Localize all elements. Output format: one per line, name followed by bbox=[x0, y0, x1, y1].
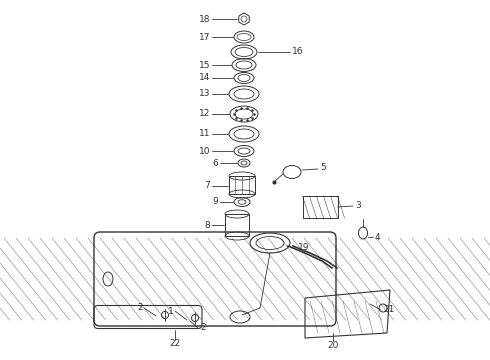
Text: 2: 2 bbox=[137, 303, 143, 312]
Bar bbox=[229, 176, 255, 194]
Text: 19: 19 bbox=[298, 243, 310, 252]
Text: 10: 10 bbox=[198, 147, 210, 156]
Text: 15: 15 bbox=[198, 60, 210, 69]
Text: 20: 20 bbox=[327, 341, 339, 350]
Text: 12: 12 bbox=[198, 109, 210, 118]
Bar bbox=[302, 196, 338, 218]
Text: 18: 18 bbox=[198, 14, 210, 23]
Text: 11: 11 bbox=[198, 130, 210, 139]
Text: 5: 5 bbox=[320, 163, 326, 172]
Text: 6: 6 bbox=[212, 158, 218, 167]
Bar bbox=[225, 214, 249, 236]
Text: 17: 17 bbox=[198, 32, 210, 41]
Text: 9: 9 bbox=[212, 198, 218, 207]
Text: 1: 1 bbox=[168, 306, 174, 315]
Text: 14: 14 bbox=[198, 73, 210, 82]
Text: 16: 16 bbox=[292, 48, 303, 57]
Text: 8: 8 bbox=[204, 220, 210, 230]
Text: 2: 2 bbox=[200, 324, 206, 333]
Text: 7: 7 bbox=[204, 181, 210, 190]
Text: 3: 3 bbox=[355, 201, 361, 210]
Text: 21: 21 bbox=[383, 306, 394, 315]
Text: 22: 22 bbox=[170, 339, 181, 348]
Text: 4: 4 bbox=[375, 233, 381, 242]
Text: 13: 13 bbox=[198, 90, 210, 99]
